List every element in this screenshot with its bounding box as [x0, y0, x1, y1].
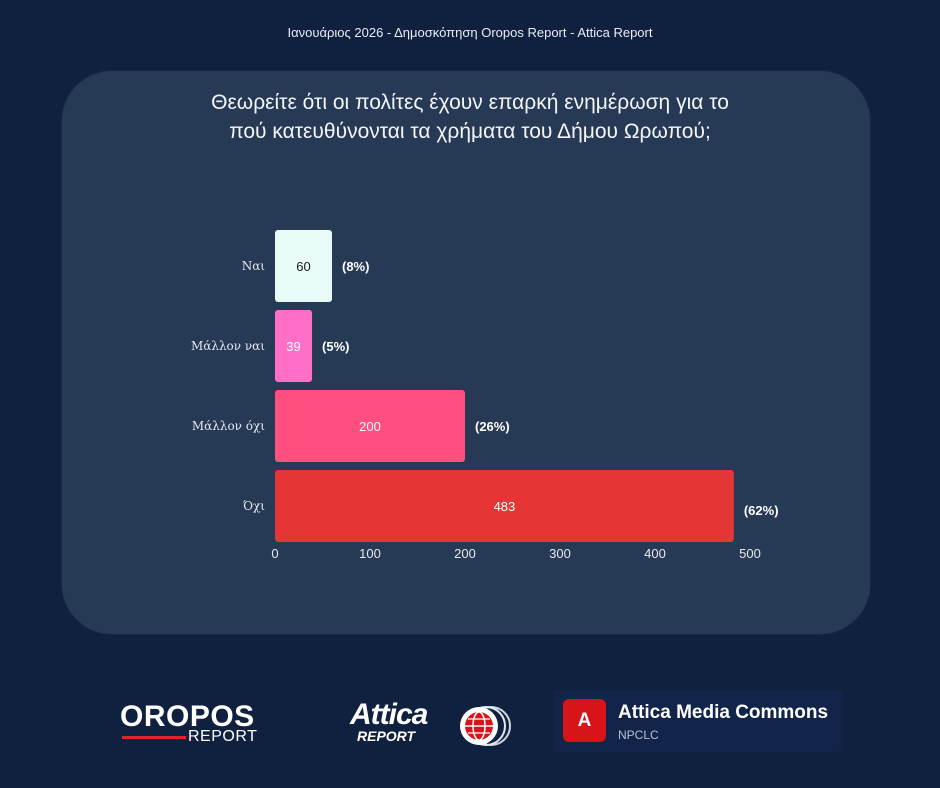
bar-value-label: 60: [296, 259, 310, 274]
x-tick-label: 0: [271, 546, 278, 561]
category-label: Ναι: [242, 259, 266, 273]
bar-percent-label: (62%): [744, 503, 779, 518]
amc-subtext: NPCLC: [618, 728, 659, 742]
bar-value-label: 483: [494, 499, 516, 514]
category-label: Μάλλον ναι: [191, 339, 265, 353]
attica-logo-subtext: REPORT: [357, 728, 416, 744]
x-tick-label: 400: [644, 546, 666, 561]
x-tick-label: 500: [739, 546, 761, 561]
oropos-logo-line: [122, 736, 186, 739]
bar: [275, 310, 313, 382]
attica-report-logo: Attica REPORT: [345, 698, 515, 748]
attica-logo-text: Attica: [350, 698, 428, 731]
x-tick-label: 300: [549, 546, 571, 561]
category-label: Όχι: [243, 499, 265, 513]
amc-badge-icon: A: [563, 699, 606, 742]
oropos-logo-text: OROPOS: [120, 700, 255, 733]
bar-value-label: 200: [359, 419, 381, 434]
chart-title: Θεωρείτε ότι οι πολίτες έχουν επαρκή ενη…: [100, 88, 840, 146]
chart-title-line-2: πού κατευθύνονται τα χρήματα του Δήμου Ω…: [229, 120, 711, 143]
category-label: Μάλλον όχι: [192, 419, 265, 433]
bar-percent-label: (26%): [475, 419, 510, 434]
survey-subtitle: Ιανουάριος 2026 - Δημοσκόπηση Oropos Rep…: [287, 25, 653, 40]
bar-percent-label: (8%): [342, 259, 369, 274]
bar: [275, 390, 465, 462]
x-tick-label: 200: [454, 546, 476, 561]
bar: [275, 470, 734, 542]
globe-icon: [460, 706, 511, 746]
footer-logos: OROPOS REPORT Attica REPORT A Attica Med…: [0, 690, 940, 755]
bar-percent-label: (5%): [322, 339, 349, 354]
x-tick-label: 100: [359, 546, 381, 561]
bar-value-label: 39: [286, 339, 300, 354]
oropos-logo-subtext: REPORT: [188, 728, 258, 745]
oropos-report-logo: OROPOS REPORT: [120, 700, 265, 746]
bar: [275, 230, 332, 302]
chart-title-line-1: Θεωρείτε ότι οι πολίτες έχουν επαρκή ενη…: [211, 91, 729, 114]
amc-name: Attica Media Commons: [618, 702, 829, 723]
attica-media-commons-logo: A Attica Media Commons NPCLC: [553, 690, 842, 752]
